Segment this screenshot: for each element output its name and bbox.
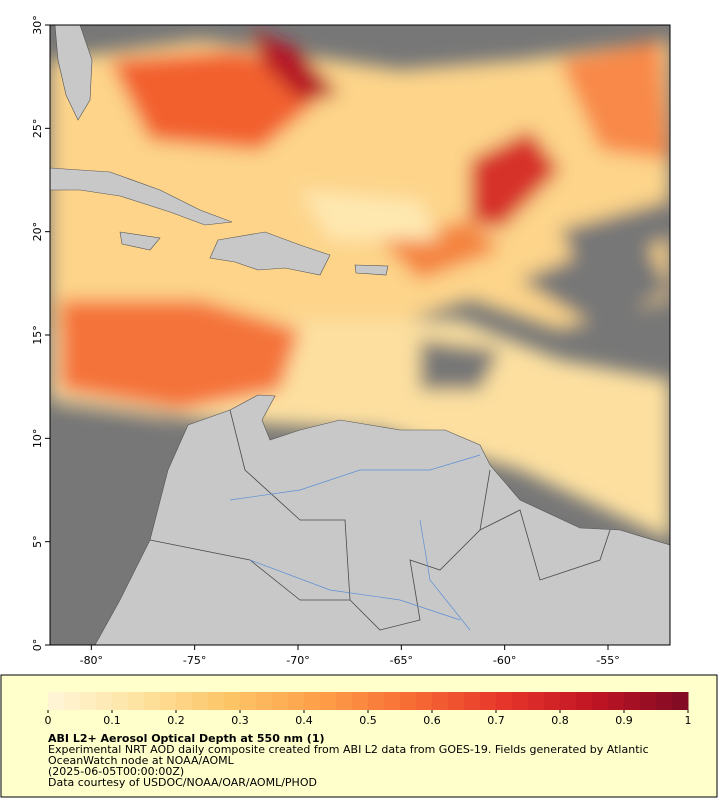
y-tick-label: 10° <box>31 429 44 449</box>
colorbar-swatch <box>400 692 417 710</box>
land <box>50 25 670 645</box>
colorbar-swatch <box>576 692 593 710</box>
colorbar-swatch <box>240 692 257 710</box>
map <box>50 25 670 645</box>
colorbar-tick-label: 0 <box>45 714 52 727</box>
colorbar-swatch <box>592 692 609 710</box>
colorbar-tick-label: 0.9 <box>615 714 633 727</box>
colorbar-tick-label: 0.3 <box>231 714 249 727</box>
colorbar-swatch <box>640 692 657 710</box>
colorbar-swatch <box>624 692 641 710</box>
colorbar-swatch <box>128 692 145 710</box>
y-tick-label: 5° <box>31 535 44 548</box>
colorbar-swatch <box>304 692 321 710</box>
y-tick-label: 15° <box>31 325 44 345</box>
colorbar-swatch <box>80 692 97 710</box>
colorbar-swatch <box>176 692 193 710</box>
colorbar-swatch <box>112 692 129 710</box>
colorbar-swatch <box>464 692 481 710</box>
borders <box>149 409 611 631</box>
colorbar-swatch <box>560 692 577 710</box>
colorbar-swatch <box>48 692 65 710</box>
colorbar-swatch <box>320 692 337 710</box>
colorbar-swatch <box>224 692 241 710</box>
y-tick-label: 0° <box>31 639 44 652</box>
colorbar-swatch <box>672 692 689 710</box>
caption-title: ABI L2+ Aerosol Optical Depth at 550 nm … <box>48 732 325 745</box>
colorbar-tick-label: 0.1 <box>103 714 121 727</box>
colorbar-swatch <box>64 692 81 710</box>
colorbar-swatch <box>384 692 401 710</box>
colorbar-swatch <box>352 692 369 710</box>
colorbar-swatch <box>496 692 513 710</box>
x-tick-label: -80° <box>80 654 103 667</box>
colorbar-tick-label: 0.6 <box>423 714 441 727</box>
colorbar-tick-label: 0.7 <box>487 714 505 727</box>
colorbar-swatch <box>144 692 161 710</box>
rivers <box>229 454 481 631</box>
colorbar-swatch <box>432 692 449 710</box>
colorbar-tick-label: 1 <box>685 714 692 727</box>
colorbar-swatch <box>416 692 433 710</box>
colorbar-swatch <box>192 692 209 710</box>
colorbar-tick-label: 0.4 <box>295 714 313 727</box>
colorbar-swatch <box>272 692 289 710</box>
x-tick-label: -55° <box>596 654 619 667</box>
colorbar-swatch <box>608 692 625 710</box>
x-tick-label: -60° <box>493 654 516 667</box>
caption-line: (2025-06-05T00:00:00Z) <box>48 765 184 778</box>
colorbar-swatch <box>288 692 305 710</box>
colorbar-tick-label: 0.5 <box>359 714 377 727</box>
x-tick-label: -75° <box>183 654 206 667</box>
colorbar-swatch <box>336 692 353 710</box>
y-tick-label: 30° <box>31 15 44 35</box>
aerosol-field <box>50 30 670 540</box>
colorbar-swatch <box>448 692 465 710</box>
caption-line: Data courtesy of USDOC/NOAA/OAR/AOML/PHO… <box>48 776 317 789</box>
y-tick-label: 20° <box>31 222 44 242</box>
caption-line: OceanWatch node at NOAA/AOML <box>48 754 235 767</box>
colorbar-swatch <box>544 692 561 710</box>
colorbar-swatch <box>528 692 545 710</box>
colorbar-swatch <box>368 692 385 710</box>
colorbar-tick-label: 0.8 <box>551 714 569 727</box>
colorbar-swatch <box>208 692 225 710</box>
x-tick-label: -65° <box>390 654 413 667</box>
colorbar-swatch <box>512 692 529 710</box>
y-tick-label: 25° <box>31 119 44 139</box>
colorbar-swatch <box>160 692 177 710</box>
colorbar-swatch <box>480 692 497 710</box>
colorbar-swatch <box>656 692 673 710</box>
colorbar-swatch <box>256 692 273 710</box>
colorbar-tick-label: 0.2 <box>167 714 185 727</box>
caption-line: Experimental NRT AOD daily composite cre… <box>48 743 649 756</box>
colorbar-swatch <box>96 692 113 710</box>
x-tick-label: -70° <box>286 654 309 667</box>
